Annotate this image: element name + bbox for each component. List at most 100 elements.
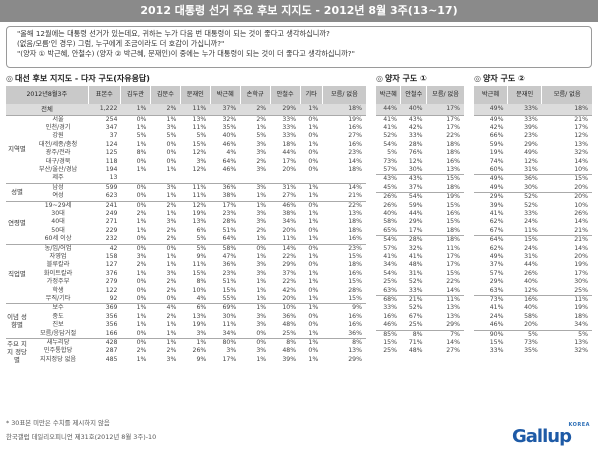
row-label: 부산/울산/경남 [38,165,78,173]
sample-size: 158 [105,253,118,260]
percent-cell: 41% [489,304,504,312]
percent-cell: 1% [256,253,267,260]
percent-cell: 20% [524,321,538,329]
percent-cell: 1% [256,192,267,200]
percent-cell: 3% [256,312,267,320]
percent-cell: 17% [574,123,588,131]
percent-cell: 14% [322,182,366,193]
sample-size: 428 [88,338,121,348]
candidate-header: 문재인 [179,86,211,104]
percent-cell: 49% [474,174,508,184]
percent-cell: 37% [282,269,297,277]
percent-cell: 57% [489,269,504,277]
percent-cell: 36% [507,174,542,184]
percent-cell: 12% [192,165,207,173]
percent-cell: 0% [136,278,147,286]
group-label: 연령별 [6,200,28,245]
row-label: 민주통합당 [43,347,73,355]
percent-cell: 3% [196,329,207,337]
percent-cell: 52% [408,278,423,286]
row-label: 광주/전라 [45,149,71,157]
percent-cell: 1% [166,192,177,200]
percent-cell: 0% [166,295,177,303]
percent-cell: 15% [348,295,362,303]
percent-cell: 13% [348,209,362,217]
percent-cell: 0% [308,157,319,165]
bullseye-icon: ◎ [376,74,383,83]
percent-cell: 54% [376,235,401,245]
percent-cell: 69% [210,303,241,313]
percent-cell: 19% [322,114,366,124]
percent-cell: 3% [166,355,177,363]
percent-cell: 11% [192,261,207,269]
sample-size: 1,222 [88,104,121,115]
table-row: 63% 12% 25% [474,287,592,296]
group-label: 주요 지지 정당별 [6,338,28,365]
percent-cell: 1% [180,338,211,348]
table-row: 40% 44% 16% [376,210,464,218]
gallup-logo: Gallup KOREA [512,422,592,447]
percent-cell: 19% [489,149,504,157]
percent-cell: 40% [222,132,237,140]
percent-cell: 64% [222,235,237,243]
percent-cell: 19% [574,261,588,269]
table-row: 지지정당 없음 485 1% 3% 9% 17% 1% 39% 1% 29% [6,356,366,364]
percent-cell: 21% [541,114,592,124]
percent-cell: 15% [489,339,504,347]
percent-cell: 29% [524,140,538,148]
percent-cell: 18% [348,165,362,173]
table-row: 60% 31% 10% [474,166,592,174]
percent-cell: 11% [524,226,538,234]
percent-cell: 44% [524,261,538,269]
row-label: 서울 [28,114,89,124]
percent-cell: 16% [383,312,397,320]
percent-cell: 40% [400,104,427,115]
report-title: 2012 대통령 선거 주요 후보 지지도 - 2012년 8월 3주(13~1… [0,0,598,22]
percent-cell: 3% [150,182,181,193]
row-label: 여성 [52,192,64,200]
percent-cell: 1% [300,104,323,115]
sample-size: 356 [105,321,118,329]
table-row: 33% 52% 13% [376,304,464,312]
percent-cell: 5% [541,329,592,340]
bullseye-icon: ◎ [474,74,481,83]
percent-cell: 33% [507,104,542,115]
percent-cell: 18% [446,140,460,148]
percent-cell: 41% [408,253,423,260]
percent-cell: 17% [574,269,588,277]
percent-cell: 36% [282,312,297,320]
percent-cell: 0% [300,243,323,253]
percent-cell: 0% [166,149,177,157]
percent-cell: 12% [408,157,423,165]
percent-cell: 39% [282,355,297,363]
row-label: 보수 [28,303,89,313]
sample-size: 42 [88,243,121,253]
row-label: 학생 [52,286,64,294]
percent-cell: 21% [574,226,588,234]
sample-size: 249 [105,209,118,217]
percent-cell: 26% [192,347,207,355]
candidate-header: 김문수 [149,86,181,104]
percent-cell: 62% [489,218,504,226]
percent-cell: 58% [383,218,397,226]
percent-cell: 1% [136,123,147,131]
table-row: 직업별 농/임/어업 42 0% 0% 5% 58% 0% 14% 0% 23% [6,243,366,304]
percent-cell: 18% [541,104,592,115]
percent-cell: 18% [348,261,362,269]
percent-cell: 0% [308,149,319,157]
percent-cell: 15% [446,218,460,226]
percent-cell: 48% [408,347,423,355]
percent-cell: 3% [256,347,267,355]
percent-cell: 0% [308,312,319,320]
table-row: 15% 71% 14% [376,339,464,347]
percent-cell: 0% [240,243,271,253]
percent-cell: 2% [256,226,267,234]
percent-cell: 1% [308,329,319,337]
percent-cell: 18% [446,183,460,191]
percent-cell: 1% [256,123,267,131]
percent-cell: 13% [348,347,362,355]
percent-cell: 49% [474,114,508,124]
percent-cell: 21% [541,235,592,245]
table-row: 제주 13 [6,174,366,183]
logo-text: Gallup [512,426,572,447]
